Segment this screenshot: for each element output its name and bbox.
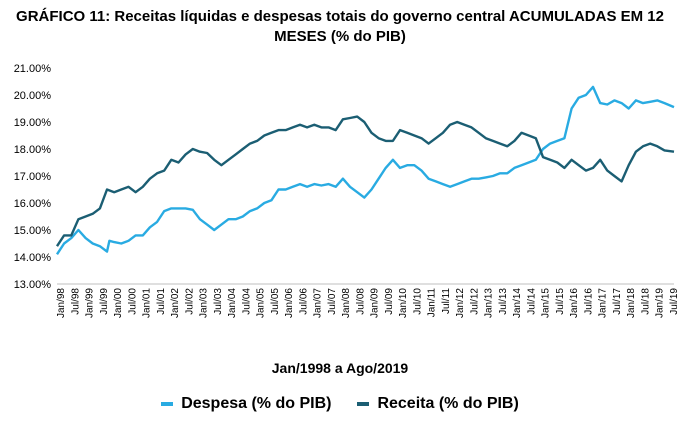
x-tick-label: Jan/08 [341,288,352,318]
x-tick-label: Jul/19 [669,288,680,315]
x-tick-label: Jul/98 [70,288,81,315]
series-lines [55,85,675,255]
x-tick-label: Jul/07 [327,288,338,315]
x-tick-label: Jul/05 [270,288,281,315]
legend-swatch-despesa [161,402,174,406]
y-tick-label: 18.00% [14,144,52,156]
x-tick-label: Jul/01 [156,288,167,315]
legend-item-despesa[interactable]: Despesa (% do PIB) [161,395,331,413]
series-line-receita [55,115,675,247]
x-tick-label: Jan/10 [398,288,409,318]
y-tick-label: 17.00% [14,171,52,183]
legend-label-despesa: Despesa (% do PIB) [181,395,332,412]
y-tick-label: 13.00% [14,279,52,291]
x-tick-label: Jan/99 [85,288,96,318]
x-tick-label: Jan/14 [512,288,523,318]
x-tick-label: Jan/18 [626,288,637,318]
x-tick-label: Jan/11 [427,288,438,318]
x-tick-label: Jul/17 [612,288,623,315]
x-tick-label: Jul/06 [298,288,309,315]
chart-title: GRÁFICO 11: Receitas líquidas e despesas… [16,8,664,45]
x-tick-label: Jul/04 [241,288,252,315]
x-tick-label: Jul/09 [384,288,395,315]
legend: Despesa (% do PIB) Receita (% do PIB) [0,395,680,413]
x-tick-label: Jan/01 [142,288,153,318]
y-tick-label: 21.00% [14,63,52,75]
x-tick-label: Jan/12 [455,288,466,318]
x-tick-label: Jan/06 [284,288,295,318]
x-tick-label: Jul/00 [127,288,138,315]
x-tick-label: Jan/16 [569,288,580,318]
x-tick-label: Jul/10 [412,288,423,315]
x-tick-label: Jul/16 [583,288,594,315]
series-line-despesa [55,85,675,255]
legend-swatch-receita [357,402,370,406]
x-tick-label: Jul/18 [640,288,651,315]
x-tick-label: Jan/05 [256,288,267,318]
y-tick-label: 19.00% [14,117,52,129]
x-tick-label: Jul/99 [99,288,110,315]
x-tick-label: Jan/07 [313,288,324,318]
x-tick-label: Jul/08 [355,288,366,315]
x-tick-label: Jan/19 [655,288,666,318]
x-tick-label: Jan/13 [484,288,495,318]
x-tick-label: Jan/02 [170,288,181,318]
x-tick-label: Jul/11 [441,288,452,314]
x-tick-label: Jan/00 [113,288,124,318]
x-tick-label: Jan/15 [541,288,552,318]
y-tick-label: 14.00% [14,252,52,264]
x-axis-ticks: Jan/98 Jul/98 Jan/99 Jul/99 Jan/00 Jul/00 Jan/… [56,288,680,318]
y-axis-ticks: 13.00% 14.00% 15.00% 16.00% 17.00% 18.00% 19.0… [14,63,52,291]
y-tick-label: 16.00% [14,198,52,210]
legend-label-receita: Receita (% do PIB) [377,395,519,412]
y-tick-label: 15.00% [14,225,52,237]
x-tick-label: Jan/04 [227,288,238,318]
x-tick-label: Jul/14 [526,288,537,315]
legend-item-receita[interactable]: Receita (% do PIB) [357,395,519,413]
x-tick-label: Jul/12 [469,288,480,315]
x-tick-label: Jan/17 [598,288,609,318]
x-tick-label: Jan/09 [370,288,381,318]
y-tick-label: 20.00% [14,90,52,102]
x-tick-label: Jul/15 [555,288,566,315]
x-tick-label: Jan/98 [56,288,67,318]
x-tick-label: Jul/02 [184,288,195,315]
x-tick-label: Jan/03 [199,288,210,318]
x-axis-label: Jan/1998 a Ago/2019 [271,360,409,376]
x-tick-label: Jul/13 [498,288,509,315]
x-tick-label: Jul/03 [213,288,224,315]
